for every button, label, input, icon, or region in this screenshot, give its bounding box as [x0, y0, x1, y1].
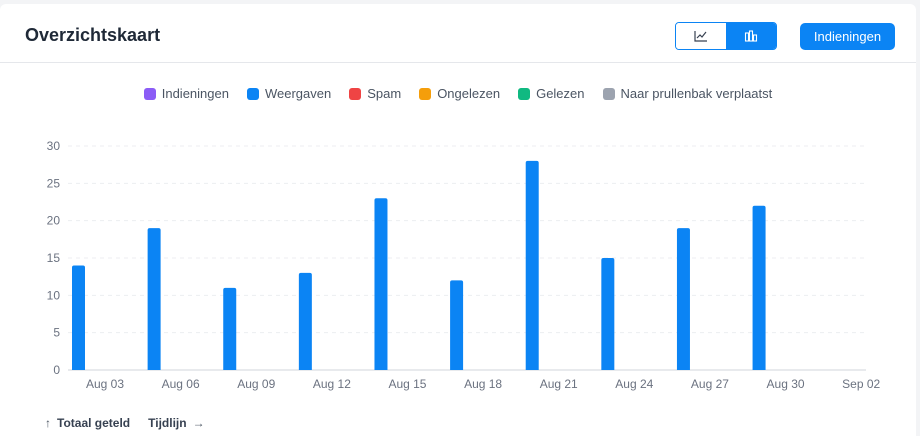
- arrow-right-icon: →: [192, 416, 205, 430]
- legend-swatch: [246, 87, 259, 100]
- x-tick-label: Aug 18: [464, 377, 502, 391]
- legend-item[interactable]: Ongelezen: [419, 86, 500, 101]
- legend-item[interactable]: Weergaven: [246, 86, 332, 101]
- card-header: Overzichtskaart Indieningen: [0, 4, 916, 63]
- x-tick-label: Sep 02: [842, 377, 880, 391]
- x-tick-label: Aug 27: [691, 377, 729, 391]
- legend-item[interactable]: Indieningen: [143, 86, 229, 101]
- x-tick-label: Aug 06: [162, 377, 200, 391]
- bar-chart: 0 5 10 15 20 25 30 Aug 03 Aug 06 Aug 09 Aug 12 Aug …: [47, 139, 881, 391]
- bar[interactable]: [72, 265, 85, 370]
- line-chart-toggle-button[interactable]: [676, 23, 726, 49]
- page-title: Overzichtskaart: [25, 25, 161, 45]
- bar[interactable]: [525, 160, 539, 370]
- timeline-label: Tijdlijn: [148, 416, 187, 430]
- bar[interactable]: [601, 258, 615, 370]
- x-tick-label: Aug 30: [767, 377, 805, 391]
- bar[interactable]: [450, 280, 464, 370]
- bar[interactable]: [752, 205, 766, 370]
- line-chart-icon: [694, 31, 707, 42]
- bar[interactable]: [374, 198, 388, 370]
- x-tick-label: Aug 12: [313, 377, 351, 391]
- submissions-button[interactable]: Indieningen: [800, 23, 895, 50]
- chart-footer: ↑ Totaal geteld Tijdlijn →: [45, 416, 205, 430]
- x-tick-label: Aug 21: [540, 377, 578, 391]
- timeline-link[interactable]: Tijdlijn →: [148, 416, 204, 430]
- y-tick-label: 5: [53, 326, 60, 340]
- legend-label: Weergaven: [264, 86, 332, 101]
- arrow-up-icon: ↑: [45, 416, 51, 430]
- legend-item[interactable]: Spam: [349, 86, 401, 101]
- legend-label: Gelezen: [536, 86, 585, 101]
- x-tick-label: Aug 15: [388, 377, 426, 391]
- x-tick-label: Aug 09: [237, 377, 275, 391]
- y-tick-label: 30: [47, 139, 61, 153]
- bar-chart-toggle-button[interactable]: [726, 23, 776, 49]
- chart-legend: Indieningen Weergaven Spam Ongelezen Gelezen…: [0, 86, 916, 101]
- legend-label: Naar prullenbak verplaatst: [620, 86, 773, 101]
- bar[interactable]: [298, 272, 312, 370]
- legend-label: Ongelezen: [437, 86, 501, 101]
- bar[interactable]: [223, 287, 237, 370]
- total-counted-link[interactable]: ↑ Totaal geteld: [45, 416, 130, 430]
- y-tick-label: 20: [47, 214, 61, 228]
- y-tick-label: 0: [53, 363, 60, 377]
- legend-item[interactable]: Gelezen: [518, 86, 585, 101]
- legend-swatch: [419, 87, 432, 100]
- total-counted-label: Totaal geteld: [57, 416, 131, 430]
- legend-swatch: [143, 87, 156, 100]
- overview-card: Overzichtskaart Indieningen Indieningen W…: [0, 4, 916, 436]
- bar[interactable]: [676, 228, 690, 370]
- y-tick-label: 15: [47, 251, 61, 265]
- legend-label: Spam: [367, 86, 402, 101]
- x-tick-label: Aug 03: [86, 377, 124, 391]
- chart-type-toggle: [675, 22, 777, 50]
- legend-swatch: [602, 87, 615, 100]
- bar[interactable]: [147, 228, 161, 370]
- x-tick-label: Aug 24: [615, 377, 653, 391]
- y-tick-label: 10: [47, 288, 61, 302]
- legend-item[interactable]: Naar prullenbak verplaatst: [602, 86, 773, 101]
- legend-swatch: [349, 87, 362, 100]
- bar-chart-icon: [744, 30, 758, 42]
- legend-label: Indieningen: [161, 86, 229, 101]
- legend-swatch: [518, 87, 531, 100]
- y-tick-label: 25: [47, 176, 61, 190]
